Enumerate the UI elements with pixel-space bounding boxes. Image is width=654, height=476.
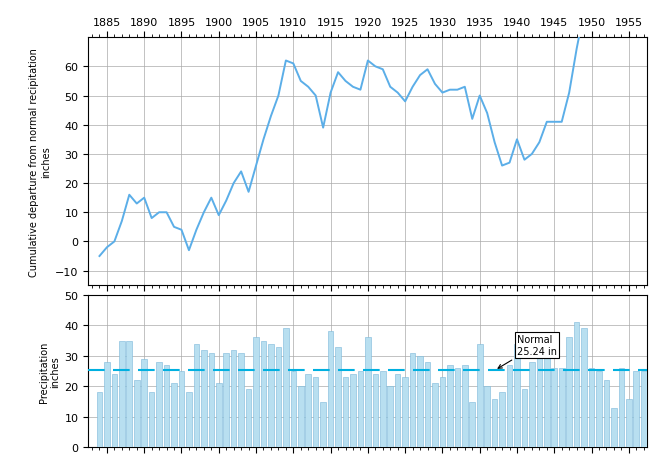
Bar (97, 393, 102, 447)
Bar (298, 387, 303, 447)
Bar (112, 374, 117, 447)
Bar (104, 362, 110, 447)
Bar (134, 380, 139, 447)
Text: Normal
25.24 in: Normal 25.24 in (498, 335, 557, 368)
Bar (179, 371, 184, 447)
Bar (529, 362, 535, 447)
Bar (589, 368, 594, 447)
Bar (559, 368, 564, 447)
Bar (194, 344, 199, 447)
Bar (305, 374, 311, 447)
Bar (373, 374, 378, 447)
Bar (514, 344, 520, 447)
Bar (485, 387, 490, 447)
Bar (581, 328, 587, 447)
Bar (574, 323, 579, 447)
Bar (253, 338, 259, 447)
Bar (507, 365, 512, 447)
Bar (462, 365, 468, 447)
Bar (380, 371, 386, 447)
Bar (410, 353, 415, 447)
Bar (432, 384, 438, 447)
Bar (231, 350, 237, 447)
Bar (328, 332, 334, 447)
Y-axis label: Cumulative departure from normal recipitation
inches: Cumulative departure from normal recipit… (29, 48, 51, 276)
Bar (358, 371, 363, 447)
Bar (149, 393, 154, 447)
Bar (402, 377, 408, 447)
Bar (604, 380, 610, 447)
Bar (611, 408, 617, 447)
Bar (641, 371, 647, 447)
Bar (336, 347, 341, 447)
Bar (186, 393, 192, 447)
Bar (470, 402, 475, 447)
Bar (536, 356, 542, 447)
Bar (566, 338, 572, 447)
Bar (417, 356, 423, 447)
Bar (350, 374, 356, 447)
Bar (261, 341, 266, 447)
Bar (216, 384, 222, 447)
Bar (238, 353, 244, 447)
Bar (343, 377, 349, 447)
Bar (551, 368, 557, 447)
Bar (455, 368, 460, 447)
Bar (447, 365, 453, 447)
Bar (522, 389, 527, 447)
Y-axis label: Precipitation
inches: Precipitation inches (39, 341, 60, 402)
Bar (268, 344, 274, 447)
Bar (499, 393, 505, 447)
Bar (126, 341, 132, 447)
Bar (439, 377, 445, 447)
Bar (141, 359, 147, 447)
Bar (290, 371, 296, 447)
Bar (619, 368, 624, 447)
Bar (596, 371, 602, 447)
Bar (224, 353, 229, 447)
Bar (387, 387, 393, 447)
Bar (313, 377, 318, 447)
Bar (164, 365, 169, 447)
Bar (365, 338, 371, 447)
Bar (544, 347, 549, 447)
Bar (201, 350, 207, 447)
Bar (209, 353, 214, 447)
Bar (171, 384, 177, 447)
Bar (275, 347, 281, 447)
Bar (477, 344, 483, 447)
Bar (119, 341, 125, 447)
Bar (320, 402, 326, 447)
Bar (626, 399, 632, 447)
Bar (246, 389, 251, 447)
Bar (283, 328, 288, 447)
Bar (634, 371, 639, 447)
Bar (424, 362, 430, 447)
Bar (395, 374, 400, 447)
Bar (156, 362, 162, 447)
Bar (492, 399, 498, 447)
